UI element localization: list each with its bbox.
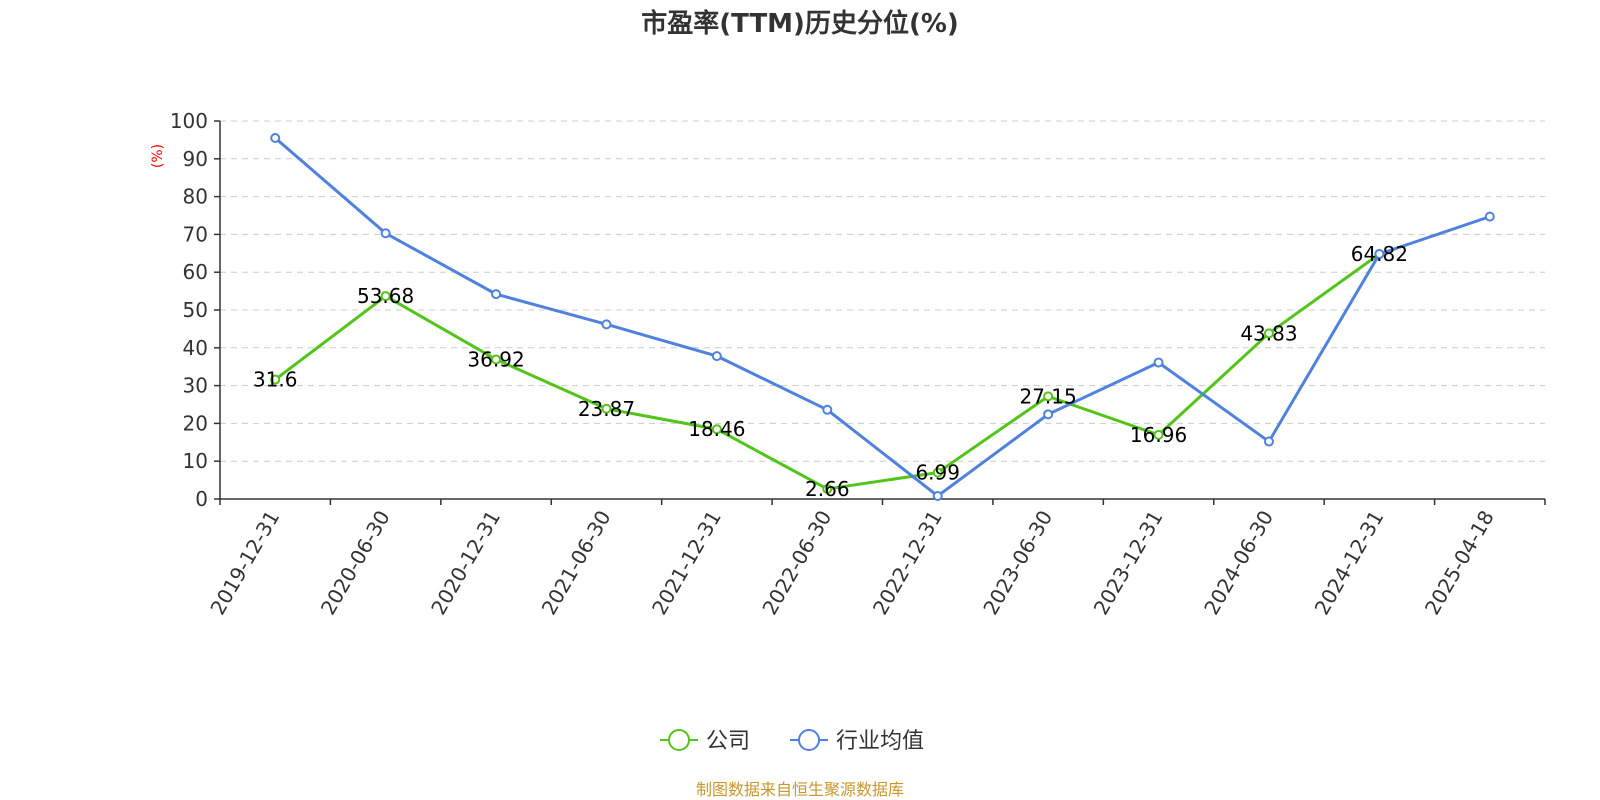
data-point[interactable] (1153, 429, 1164, 440)
data-point[interactable] (380, 291, 391, 302)
legend[interactable]: 公司 行业均值 (660, 729, 924, 754)
y-tick-label: 20 (183, 411, 208, 435)
x-tick-label: 2022-06-30 (757, 506, 836, 619)
chart-title: 市盈率(TTM)历史分位(%) (641, 8, 959, 39)
data-point[interactable] (601, 403, 612, 414)
x-tick-label: 2020-12-31 (426, 506, 505, 619)
legend-marker-icon (668, 729, 690, 751)
data-point[interactable] (1263, 436, 1274, 447)
data-label: 16.96 (1130, 423, 1187, 447)
x-tick-label: 2024-12-31 (1310, 506, 1389, 619)
data-point[interactable] (1263, 328, 1274, 339)
data-point[interactable] (380, 228, 391, 239)
y-tick-label: 0 (195, 487, 208, 511)
y-tick-label: 100 (170, 109, 208, 133)
series-line-1 (274, 136, 1491, 498)
x-tick-label: 2024-06-30 (1199, 506, 1278, 619)
data-point[interactable] (601, 319, 612, 330)
data-point[interactable] (1484, 211, 1495, 222)
x-tick-label: 2023-12-31 (1089, 506, 1168, 619)
y-tick-label: 40 (183, 336, 208, 360)
y-tick-label: 50 (183, 298, 208, 322)
data-labels: 31.6 53.68 36.92 23.87 18.46 2.66 6.99 27.15 16.… (253, 242, 1408, 501)
series-lines (270, 133, 1495, 501)
x-tick-label: 2021-06-30 (537, 506, 616, 619)
data-label: 2.66 (805, 477, 850, 501)
data-label: 6.99 (915, 461, 960, 485)
x-tick-label: 2021-12-31 (647, 506, 726, 619)
data-label: 53.68 (357, 284, 414, 308)
data-point[interactable] (932, 490, 943, 501)
y-tick-label: 10 (183, 449, 208, 473)
data-label: 27.15 (1019, 384, 1076, 408)
data-source-note: 制图数据来自恒生聚源数据库 (696, 780, 904, 799)
data-point[interactable] (1374, 249, 1385, 260)
y-tick-label: 30 (183, 374, 208, 398)
legend-item-0[interactable]: 公司 (660, 729, 750, 754)
x-tick-label: 2019-12-31 (205, 506, 284, 619)
series-line-0 (274, 252, 1381, 491)
x-tick-label: 2020-06-30 (316, 506, 395, 619)
data-label: 36.92 (467, 347, 524, 371)
data-point[interactable] (1153, 357, 1164, 368)
legend-label: 行业均值 (836, 729, 924, 754)
data-point[interactable] (491, 289, 502, 300)
data-label: 18.46 (688, 417, 745, 441)
legend-label: 公司 (706, 729, 750, 754)
grid-lines (220, 120, 1545, 462)
data-point[interactable] (270, 374, 281, 385)
data-point[interactable] (822, 483, 833, 494)
x-tick-label: 2025-04-18 (1420, 506, 1499, 619)
data-label: 31.6 (253, 368, 298, 392)
data-point[interactable] (491, 354, 502, 365)
axes: 0 10 20 30 40 50 60 70 80 90 100 2019-12-31 2020-06-… (170, 109, 1546, 619)
data-label: 23.87 (578, 397, 635, 421)
y-axis-unit: (%) (150, 144, 166, 168)
data-point[interactable] (1043, 409, 1054, 420)
data-point[interactable] (1043, 391, 1054, 402)
y-tick-label: 70 (183, 222, 208, 246)
x-tick-label: 2023-06-30 (978, 506, 1057, 619)
data-point[interactable] (822, 404, 833, 415)
data-point[interactable] (270, 133, 281, 144)
legend-marker-icon (798, 729, 820, 751)
y-tick-label: 60 (183, 260, 208, 284)
y-tick-label: 80 (183, 185, 208, 209)
data-point[interactable] (711, 351, 722, 362)
y-tick-label: 90 (183, 147, 208, 171)
data-point[interactable] (711, 424, 722, 435)
data-label: 43.83 (1240, 321, 1297, 345)
data-label: 64.82 (1351, 242, 1408, 266)
x-tick-label: 2022-12-31 (868, 506, 947, 619)
legend-item-1[interactable]: 行业均值 (790, 729, 924, 754)
data-point[interactable] (932, 467, 943, 478)
